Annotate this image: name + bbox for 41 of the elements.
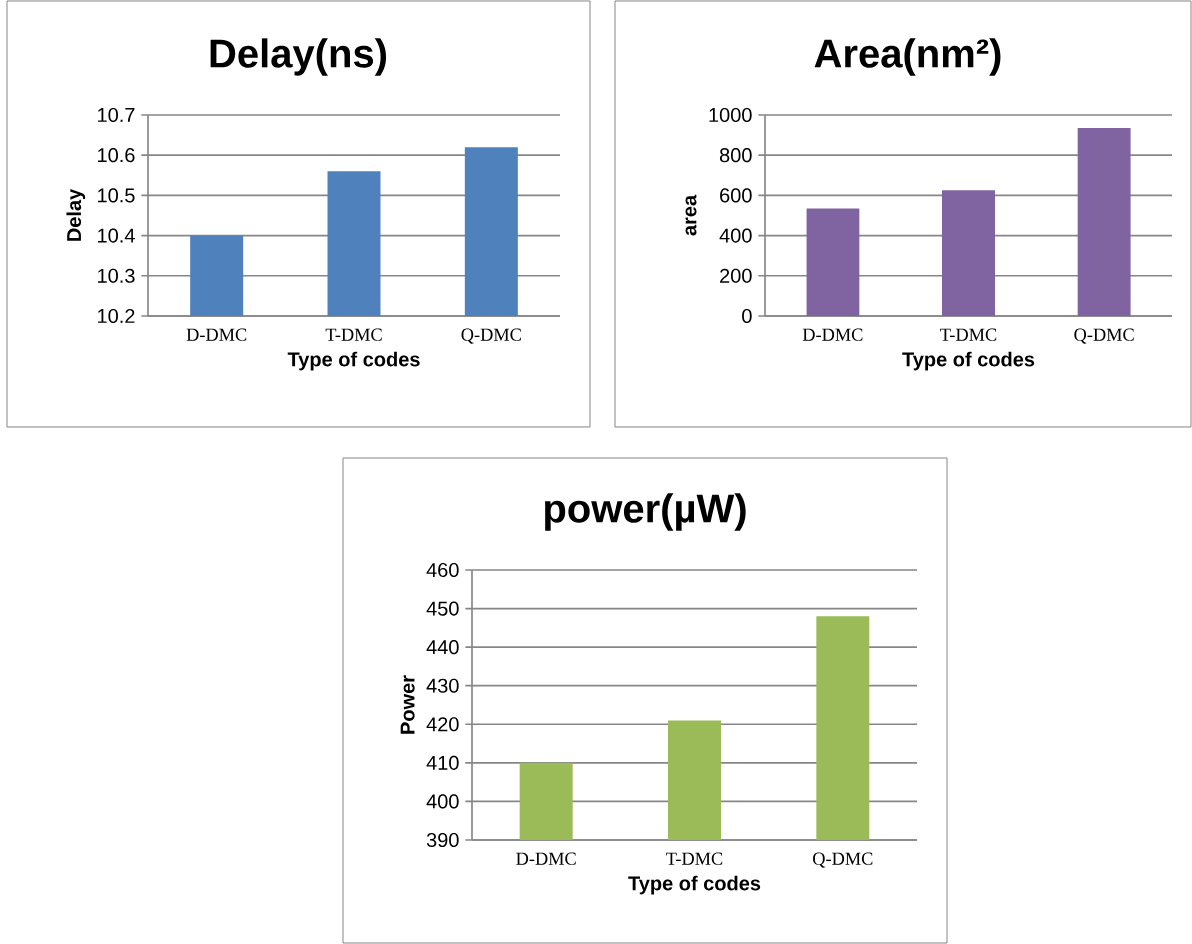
x-axis-title: Type of codes: [902, 351, 1035, 371]
x-tick-label: T-DMC: [666, 852, 723, 865]
x-tick-label: T-DMC: [940, 328, 997, 341]
y-tick-label: 10.5: [98, 188, 135, 203]
x-tick-label: D-DMC: [186, 328, 247, 341]
y-tick-label: 10.7: [98, 107, 135, 123]
y-tick-label: 390: [426, 832, 459, 848]
bar: [1077, 128, 1131, 316]
bar: [942, 190, 996, 316]
y-tick-label: 10.4: [98, 228, 135, 243]
chart-title: power(µW): [545, 493, 746, 531]
y-tick-label: 1000: [709, 107, 752, 123]
x-tick-label: Q-DMC: [813, 852, 873, 868]
chart-title: Area(nm²): [814, 38, 1001, 76]
x-axis-title: Type of codes: [287, 351, 420, 371]
x-axis-title: Type of codes: [628, 875, 761, 895]
x-tick-label: Q-DMC: [1074, 328, 1134, 344]
y-tick-label: 420: [426, 717, 459, 732]
x-tick-label: Q-DMC: [461, 328, 521, 344]
y-axis-title: Delay: [66, 188, 86, 241]
x-tick-label: T-DMC: [325, 328, 382, 341]
y-tick-label: 10.2: [98, 308, 135, 324]
x-tick-label: D-DMC: [516, 852, 576, 865]
y-tick-label: 400: [719, 228, 752, 243]
y-tick-label: 460: [426, 562, 459, 578]
y-tick-label: 440: [426, 640, 459, 655]
y-tick-label: 10.3: [98, 268, 135, 283]
y-tick-label: 600: [720, 188, 752, 203]
y-axis-title: area: [685, 194, 697, 236]
y-tick-label: 10.6: [98, 148, 135, 163]
y-tick-label: 410: [426, 755, 459, 770]
bar: [806, 208, 860, 316]
y-tick-label: 450: [426, 601, 459, 616]
y-tick-label: 800: [719, 148, 752, 163]
y-tick-label: 0: [742, 308, 752, 324]
y-tick-label: 400: [426, 794, 459, 809]
y-axis-title: Power: [400, 675, 415, 734]
x-tick-label: D-DMC: [802, 328, 863, 341]
chart-title: Delay(ns): [210, 38, 387, 76]
y-tick-label: 430: [426, 678, 459, 693]
y-tick-label: 200: [720, 268, 752, 283]
